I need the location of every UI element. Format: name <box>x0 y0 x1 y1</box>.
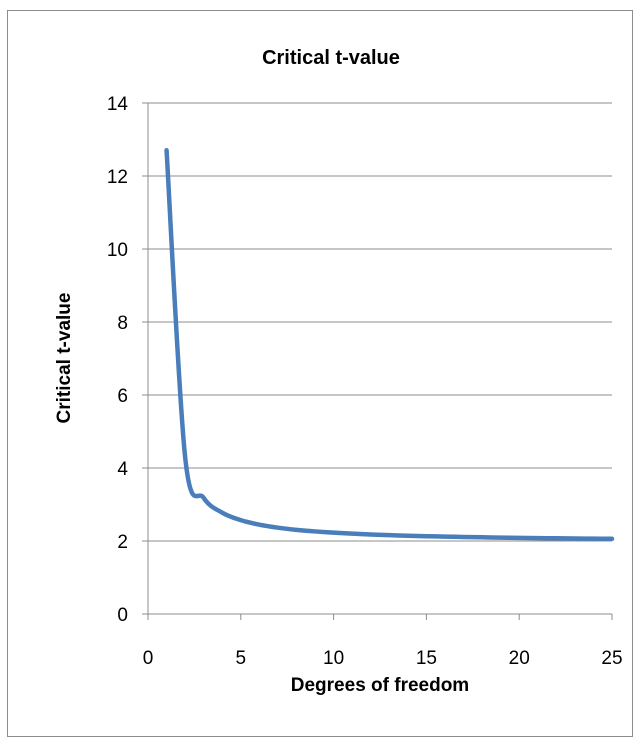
x-tick-label: 20 <box>509 648 530 669</box>
x-tick-label: 0 <box>143 648 154 669</box>
y-tick-label: 12 <box>107 167 128 188</box>
x-axis-title: Degrees of freedom <box>291 675 469 696</box>
y-tick-label: 8 <box>117 313 128 334</box>
tick-labels: 0 2 4 6 8 10 12 14 0 5 10 15 20 25 <box>107 94 623 669</box>
data-point <box>350 532 354 536</box>
gridlines <box>148 102 612 542</box>
data-point <box>220 511 224 515</box>
chart-title: Critical t-value <box>262 47 400 69</box>
axes <box>142 102 613 620</box>
y-axis-title: Critical t-value <box>54 293 75 424</box>
data-point <box>536 536 540 540</box>
data-point <box>294 528 298 532</box>
data-point <box>332 531 336 535</box>
data-point <box>202 496 206 500</box>
chart-frame <box>7 10 633 737</box>
data-point <box>239 518 243 522</box>
data-point <box>369 532 373 536</box>
data-point <box>183 455 187 459</box>
data-point <box>610 537 614 541</box>
data-point <box>462 535 466 539</box>
y-tick-label: 0 <box>117 605 128 626</box>
data-point <box>313 529 317 533</box>
data-point <box>276 526 280 530</box>
data-point <box>387 533 391 537</box>
data-point <box>517 536 521 540</box>
y-tick-label: 14 <box>107 94 129 115</box>
x-tick-label: 10 <box>323 648 344 669</box>
series-layer <box>164 147 615 542</box>
data-point <box>424 534 428 538</box>
data-point <box>165 148 169 152</box>
x-tick-label: 25 <box>601 648 622 669</box>
data-point <box>591 537 595 541</box>
data-point <box>573 536 577 540</box>
series-line <box>164 147 615 542</box>
data-point <box>554 536 558 540</box>
data-point <box>443 535 447 539</box>
y-tick-label: 4 <box>117 459 128 480</box>
data-point <box>406 534 410 538</box>
x-tick-label: 5 <box>236 648 247 669</box>
data-point <box>499 536 503 540</box>
data-point <box>257 523 261 527</box>
y-tick-label: 10 <box>107 240 128 261</box>
y-tick-label: 6 <box>117 386 128 407</box>
y-tick-label: 2 <box>117 532 128 553</box>
x-tick-label: 15 <box>416 648 437 669</box>
data-point <box>480 535 484 539</box>
